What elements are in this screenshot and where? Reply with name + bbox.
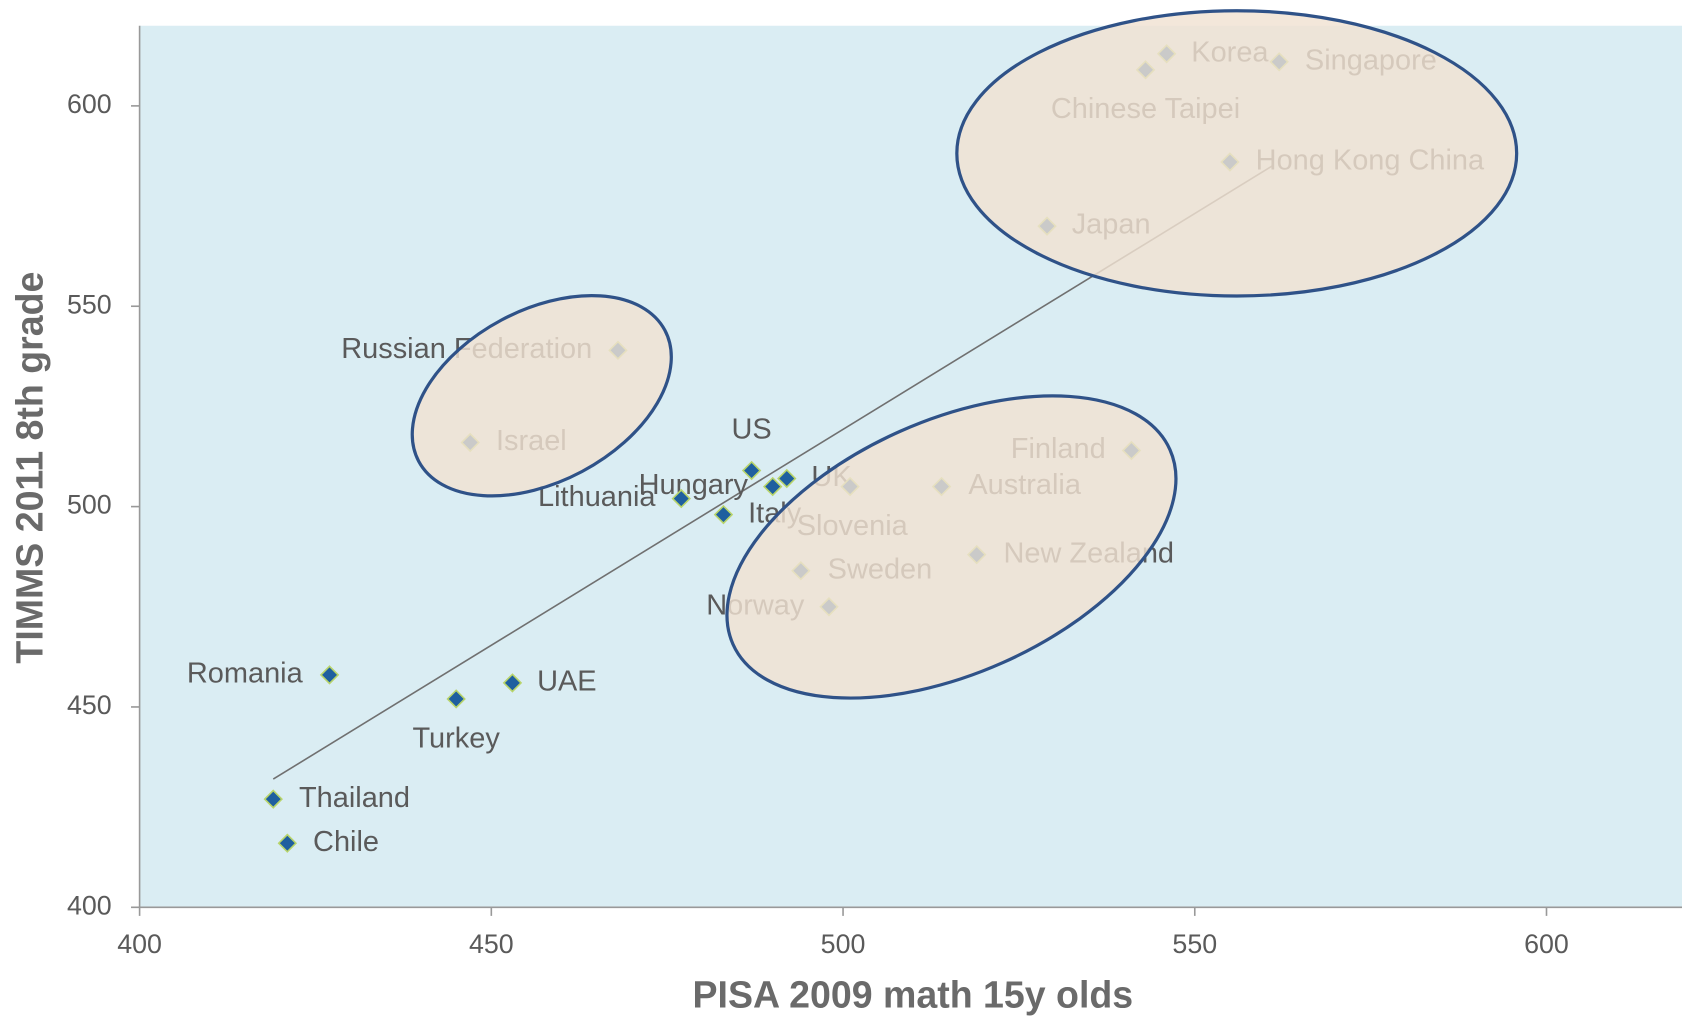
x-tick-label: 450 — [469, 929, 514, 959]
y-tick-label: 400 — [67, 890, 112, 920]
point-label: UAE — [537, 666, 596, 698]
point — [263, 789, 283, 809]
x-tick-label: 600 — [1524, 929, 1569, 959]
point — [713, 504, 734, 525]
point-label: Romania — [187, 658, 304, 690]
point — [319, 665, 340, 685]
x-axis-title: PISA 2009 math 15y olds — [693, 973, 1134, 1015]
y-tick-label: 450 — [67, 690, 112, 720]
highlight-ellipse — [955, 9, 1519, 298]
point — [277, 833, 298, 853]
point-label: Turkey — [412, 722, 500, 754]
highlight-ellipse — [410, 294, 673, 498]
point — [502, 673, 523, 693]
point-label: Hungary — [639, 469, 749, 501]
point-label: Lithuania — [538, 481, 656, 513]
point-label: Chile — [313, 826, 379, 858]
point-label: Thailand — [299, 782, 410, 814]
y-axis-title: TIMMS 2011 8th grade — [8, 272, 50, 664]
point-label: US — [731, 413, 771, 445]
y-tick-label: 500 — [67, 490, 112, 520]
plot-area: 400450500550600400450500550600KoreaChine… — [67, 9, 1682, 959]
point — [446, 689, 466, 709]
x-tick-label: 400 — [117, 929, 162, 959]
x-tick-label: 500 — [821, 929, 866, 959]
x-tick-label: 550 — [1172, 929, 1217, 959]
highlight-ellipse — [725, 394, 1178, 700]
y-tick-label: 550 — [67, 289, 112, 319]
point — [671, 488, 691, 509]
point — [741, 460, 762, 481]
y-tick-label: 600 — [67, 89, 112, 119]
point — [777, 468, 797, 489]
point — [762, 476, 783, 497]
